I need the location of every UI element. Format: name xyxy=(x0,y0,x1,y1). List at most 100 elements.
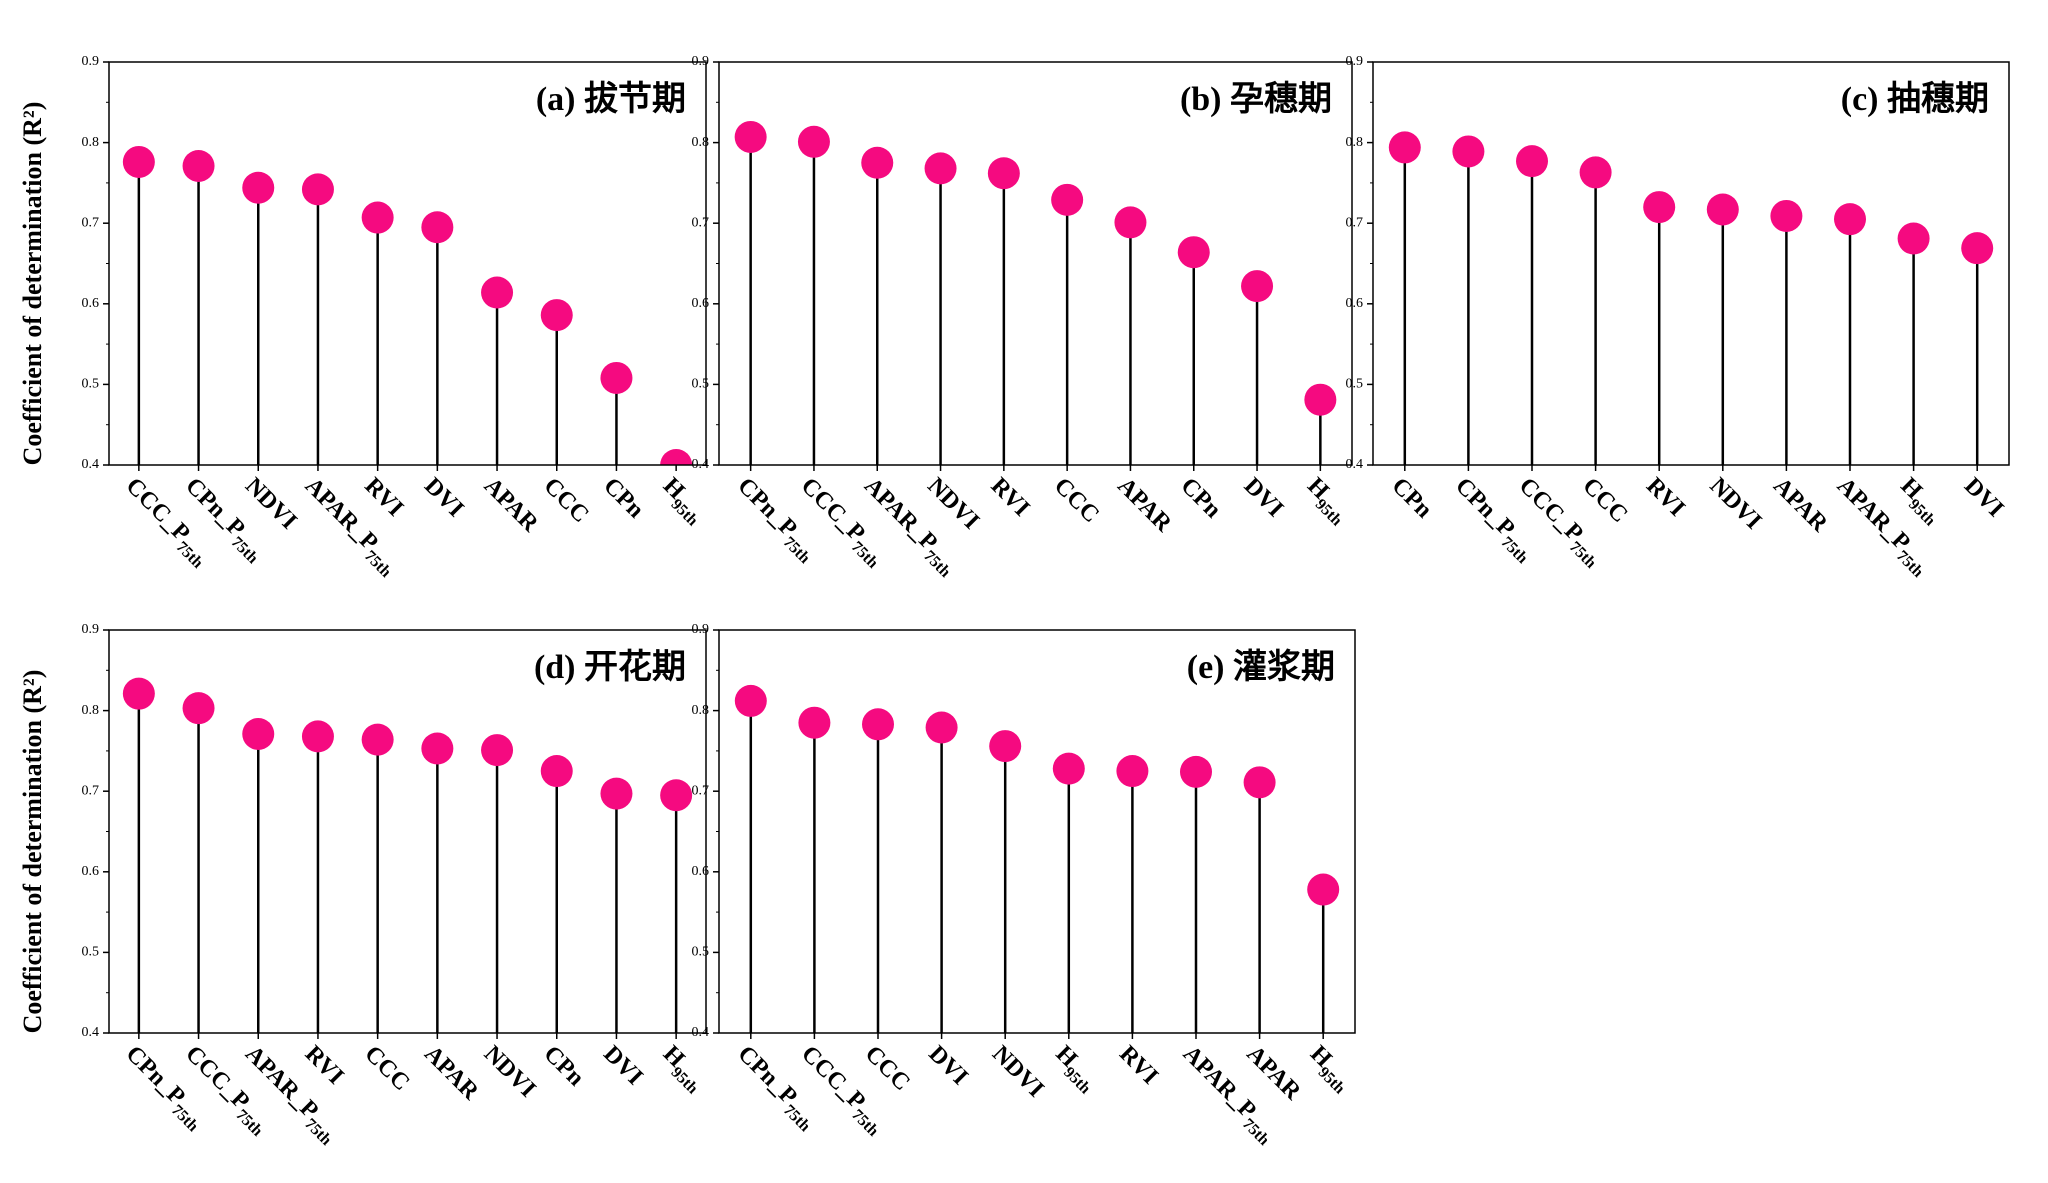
point xyxy=(540,299,573,332)
point xyxy=(861,146,894,179)
y-tick-label: 0.6 xyxy=(82,864,100,879)
x-tick-label: RVI xyxy=(300,1041,349,1090)
point xyxy=(924,152,957,185)
x-tick-label: H95th xyxy=(1299,473,1356,530)
chart-title: (e) 灌浆期 xyxy=(1187,648,1335,686)
point xyxy=(1579,156,1612,189)
point xyxy=(1516,145,1548,178)
point xyxy=(242,717,275,750)
chart-title: (c) 抽穗期 xyxy=(1841,80,1989,118)
point xyxy=(481,276,514,309)
x-tick-label: DVI xyxy=(1959,473,2009,523)
point xyxy=(182,692,215,725)
point xyxy=(421,732,454,765)
point xyxy=(1834,203,1866,236)
y-tick-label: 0.8 xyxy=(82,135,100,150)
x-tick-label: APAR xyxy=(419,1041,484,1106)
x-tick-label: CCC xyxy=(860,1041,915,1096)
point xyxy=(660,449,693,465)
y-tick-label: 0.9 xyxy=(692,54,710,69)
y-tick-label: 0.4 xyxy=(1346,457,1364,472)
chart-title: (d) 开花期 xyxy=(534,648,686,686)
point xyxy=(242,171,275,204)
x-tick-label: CPn xyxy=(1387,473,1437,523)
point xyxy=(734,120,767,153)
y-tick-label: 0.8 xyxy=(692,703,710,718)
point xyxy=(301,173,334,206)
x-tick-label: APAR xyxy=(1112,473,1177,538)
x-tick-label: NDVI xyxy=(479,1041,541,1103)
point xyxy=(540,755,573,788)
y-tick-label: 0.9 xyxy=(82,54,100,69)
point xyxy=(1770,199,1803,232)
plot-frame xyxy=(718,629,1356,1034)
point xyxy=(989,730,1022,763)
x-tick-label: DVI xyxy=(923,1041,973,1091)
y-tick-label: 0.9 xyxy=(82,622,100,637)
point xyxy=(122,145,155,178)
points xyxy=(122,677,693,1033)
y-tick-label: 0.7 xyxy=(82,215,100,230)
x-tick-label: H95th xyxy=(1892,473,1949,530)
x-tick-label: RVI xyxy=(359,473,408,522)
point xyxy=(1241,270,1274,303)
y-axis-label: Coefficient of determination (R²) xyxy=(18,670,47,1034)
x-tick-label: DVI xyxy=(1239,473,1289,523)
y-tick-label: 0.6 xyxy=(692,864,710,879)
points xyxy=(734,120,1337,465)
point xyxy=(361,723,394,756)
point xyxy=(1114,206,1147,239)
y-tick-label: 0.7 xyxy=(692,215,710,230)
point xyxy=(1706,193,1739,226)
y-tick-label: 0.6 xyxy=(692,296,710,311)
y-tick-label: 0.5 xyxy=(692,945,710,960)
points xyxy=(734,684,1340,1033)
point xyxy=(421,211,454,244)
points xyxy=(122,145,693,465)
point xyxy=(1243,766,1276,799)
point xyxy=(925,711,958,744)
point xyxy=(1452,135,1485,168)
y-tick-label: 0.4 xyxy=(82,1025,100,1040)
point xyxy=(987,157,1020,190)
point xyxy=(1304,383,1337,416)
y-tick-label: 0.9 xyxy=(1346,54,1364,69)
y-tick-label: 0.5 xyxy=(1346,377,1364,392)
chart-panel: 0.40.50.60.70.80.9CPn_P75thCCC_P75thAPAR… xyxy=(18,622,707,1149)
x-tick-label: APAR xyxy=(1768,473,1833,538)
y-tick-label: 0.4 xyxy=(692,1025,710,1040)
y-tick-label: 0.4 xyxy=(82,457,100,472)
x-tick-label: NDVI xyxy=(1705,473,1767,535)
y-tick-label: 0.7 xyxy=(1346,215,1364,230)
point xyxy=(122,677,155,710)
point xyxy=(862,708,894,741)
y-tick-label: 0.8 xyxy=(1346,135,1364,150)
plot-frame xyxy=(108,61,707,466)
y-tick-label: 0.6 xyxy=(1346,296,1364,311)
point xyxy=(660,779,693,812)
point xyxy=(1961,232,1994,265)
y-tick-label: 0.7 xyxy=(82,783,100,798)
plot-frame xyxy=(1372,61,2010,466)
y-tick-label: 0.5 xyxy=(692,377,710,392)
y-tick-label: 0.8 xyxy=(82,703,100,718)
point xyxy=(1388,131,1421,164)
point xyxy=(1180,755,1212,788)
x-tick-label: H95th xyxy=(1047,1041,1104,1098)
y-tick-label: 0.9 xyxy=(692,622,710,637)
point xyxy=(1116,755,1149,788)
point xyxy=(1052,752,1085,785)
point xyxy=(798,706,831,739)
x-tick-label: DVI xyxy=(419,473,469,523)
chart-title: (b) 孕穗期 xyxy=(1180,80,1332,118)
x-tick-label: CCC xyxy=(1049,473,1104,528)
y-axis-label: Coefficient of determination (R²) xyxy=(18,102,47,466)
x-tick-label: NDVI xyxy=(922,473,984,535)
plot-frame xyxy=(718,61,1353,466)
x-tick-label: CCC xyxy=(539,473,594,528)
point xyxy=(182,149,215,182)
x-tick-label: CPn xyxy=(1176,473,1226,523)
y-tick-label: 0.4 xyxy=(692,457,710,472)
